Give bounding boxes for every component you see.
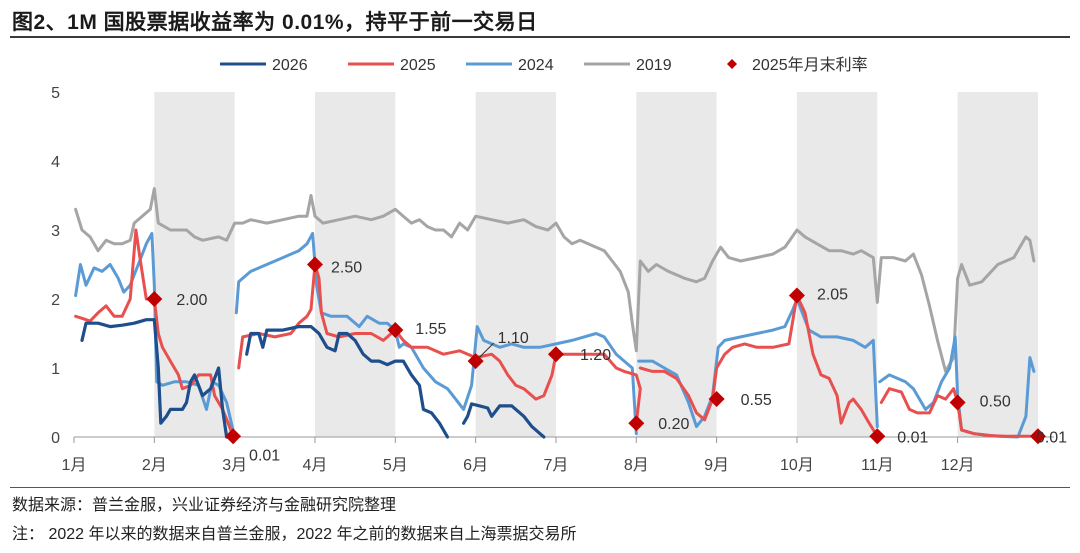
month-end-marker xyxy=(225,428,242,445)
shaded-band xyxy=(636,92,717,437)
series-2024-line xyxy=(878,335,1036,439)
series-2026-line xyxy=(80,318,233,439)
series-2024-line xyxy=(637,297,879,429)
legend-label: 2025年月末利率 xyxy=(752,56,868,74)
month-end-marker xyxy=(547,346,564,363)
series-lines xyxy=(74,187,1036,439)
legend: 2026 2025 2024 2019 2025年月末利率 xyxy=(220,56,868,74)
month-end-marker xyxy=(708,391,725,408)
marker-label: 1.20 xyxy=(580,347,611,364)
month-end-marker xyxy=(146,291,163,307)
month-end-marker xyxy=(628,415,645,432)
marker-label: 0.01 xyxy=(1036,429,1067,446)
marker-label: 0.20 xyxy=(658,416,689,433)
axes: 0 1 2 3 4 5 1月 2月 3月 4月 5月 6月 7月 8月 9月 10月 11月 12月 xyxy=(51,85,1054,474)
x-tick-label: 9月 xyxy=(704,457,729,474)
series-2025-line xyxy=(74,228,235,438)
y-tick-label: 5 xyxy=(51,85,60,102)
x-tick-label: 4月 xyxy=(303,457,328,474)
shaded-band xyxy=(314,92,396,437)
series-2024-line xyxy=(234,231,638,436)
marker-label: 1.55 xyxy=(415,321,446,338)
x-tick-label: 3月 xyxy=(222,457,247,474)
y-tick-label: 4 xyxy=(51,154,60,171)
x-tick-label: 12月 xyxy=(941,457,975,474)
series-2025-line xyxy=(879,387,1032,438)
series-2026-line xyxy=(245,325,450,439)
y-tick-label: 3 xyxy=(51,223,60,240)
series-2025-line xyxy=(237,263,642,425)
marker-label: 1.10 xyxy=(498,330,529,347)
month-end-marker xyxy=(788,287,805,304)
y-tick-label: 2 xyxy=(51,292,60,309)
marker-label: 0.50 xyxy=(980,394,1011,411)
marker-label: 0.55 xyxy=(741,392,772,409)
marker-label: 0.01 xyxy=(249,447,280,464)
x-tick-label: 1月 xyxy=(62,457,87,474)
source-note: 数据来源：普兰金服，兴业证券经济与金融研究院整理 xyxy=(12,497,397,514)
legend-label: 2019 xyxy=(636,57,672,74)
x-tick-label: 6月 xyxy=(463,457,488,474)
legend-label: 2025 xyxy=(400,57,436,74)
y-tick-label: 1 xyxy=(51,361,60,378)
legend-label: 2024 xyxy=(518,57,554,74)
marker-label: 2.50 xyxy=(331,260,362,277)
shaded-band xyxy=(796,92,878,437)
x-tick-label: 8月 xyxy=(624,457,649,474)
line-chart: 0 1 2 3 4 5 1月 2月 3月 4月 5月 6月 7月 8月 9月 10月 11月 12月 2.00 0.… xyxy=(51,56,1067,474)
x-tick-label: 5月 xyxy=(383,457,408,474)
title-divider xyxy=(10,36,1070,38)
month-end-marker xyxy=(387,322,404,339)
month-end-markers: 2.00 0.01 2.50 1.55 1.10 1.20 0.20 0.55 2.05 0.01… xyxy=(146,256,1067,464)
x-tick-label: 10月 xyxy=(780,457,814,474)
marker-label: 0.01 xyxy=(897,429,928,446)
x-tick-label: 11月 xyxy=(861,457,894,474)
month-end-marker xyxy=(869,428,886,445)
month-end-marker xyxy=(306,256,323,273)
series-2025-line xyxy=(638,294,879,438)
marker-label: 2.00 xyxy=(176,292,207,309)
shaded-month-bands xyxy=(154,92,1038,437)
series-2019-line xyxy=(74,187,1036,373)
month-end-marker xyxy=(1029,428,1046,445)
y-tick-label: 0 xyxy=(51,430,60,447)
marker-label: 2.05 xyxy=(817,287,848,304)
x-tick-label: 2月 xyxy=(142,457,167,474)
series-2026-line xyxy=(462,402,546,439)
legend-swatch-marker xyxy=(727,59,737,69)
legend-label: 2026 xyxy=(272,57,308,74)
footer-divider xyxy=(10,487,1070,488)
shaded-band xyxy=(475,92,556,437)
leader-line xyxy=(479,342,494,358)
month-end-marker xyxy=(949,394,966,411)
chart-title: 图2、1M 国股票据收益率为 0.01%，持平于前一交易日 xyxy=(12,11,538,34)
x-tick-label: 7月 xyxy=(544,457,569,474)
footnote: 注： 2022 年以来的数据来自普兰金服，2022 年之前的数据来自上海票据交易… xyxy=(12,526,577,543)
series-2024-line xyxy=(74,231,235,432)
